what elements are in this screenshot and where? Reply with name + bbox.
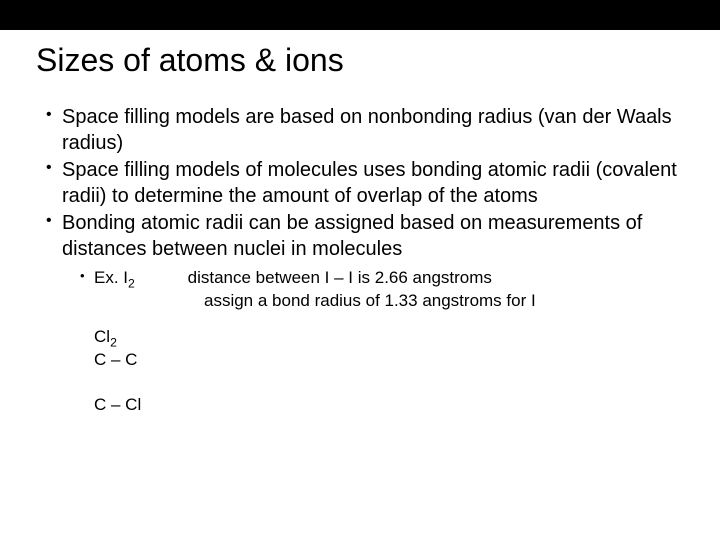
bullet-text: Bonding atomic radii can be assigned bas… xyxy=(62,212,642,260)
bullet-text: Space filling models are based on nonbon… xyxy=(62,106,672,154)
molecule-list: Cl2 C – C C – Cl xyxy=(62,326,684,417)
molecule-symbol: Cl xyxy=(94,327,110,346)
sub-bullet-list: Ex. I2 distance between I – I is 2.66 an… xyxy=(62,267,684,313)
main-bullet-list: Space filling models are based on nonbon… xyxy=(36,105,684,417)
molecule-item: C – Cl xyxy=(94,394,684,417)
example-prefix: Ex. xyxy=(94,268,123,287)
bullet-text: Space filling models of molecules uses b… xyxy=(62,159,677,207)
example-item: Ex. I2 distance between I – I is 2.66 an… xyxy=(80,267,684,313)
bullet-item: Bonding atomic radii can be assigned bas… xyxy=(46,211,684,417)
slide-title: Sizes of atoms & ions xyxy=(36,42,684,79)
example-line1: distance between I – I is 2.66 angstroms xyxy=(188,268,492,287)
example-label: Ex. I2 xyxy=(94,267,164,290)
molecule-item: C – C xyxy=(94,349,684,372)
molecule-subscript: 2 xyxy=(110,336,117,350)
molecule-symbol: C – Cl xyxy=(94,395,141,414)
molecule-item: Cl2 xyxy=(94,326,684,349)
example-molecule-subscript: 2 xyxy=(128,276,135,290)
bullet-item: Space filling models are based on nonbon… xyxy=(46,105,684,156)
example-line2: assign a bond radius of 1.33 angstroms f… xyxy=(94,290,684,313)
molecule-symbol: C – C xyxy=(94,350,137,369)
top-band xyxy=(0,0,720,30)
bullet-item: Space filling models of molecules uses b… xyxy=(46,158,684,209)
slide-content: Sizes of atoms & ions Space filling mode… xyxy=(0,30,720,417)
